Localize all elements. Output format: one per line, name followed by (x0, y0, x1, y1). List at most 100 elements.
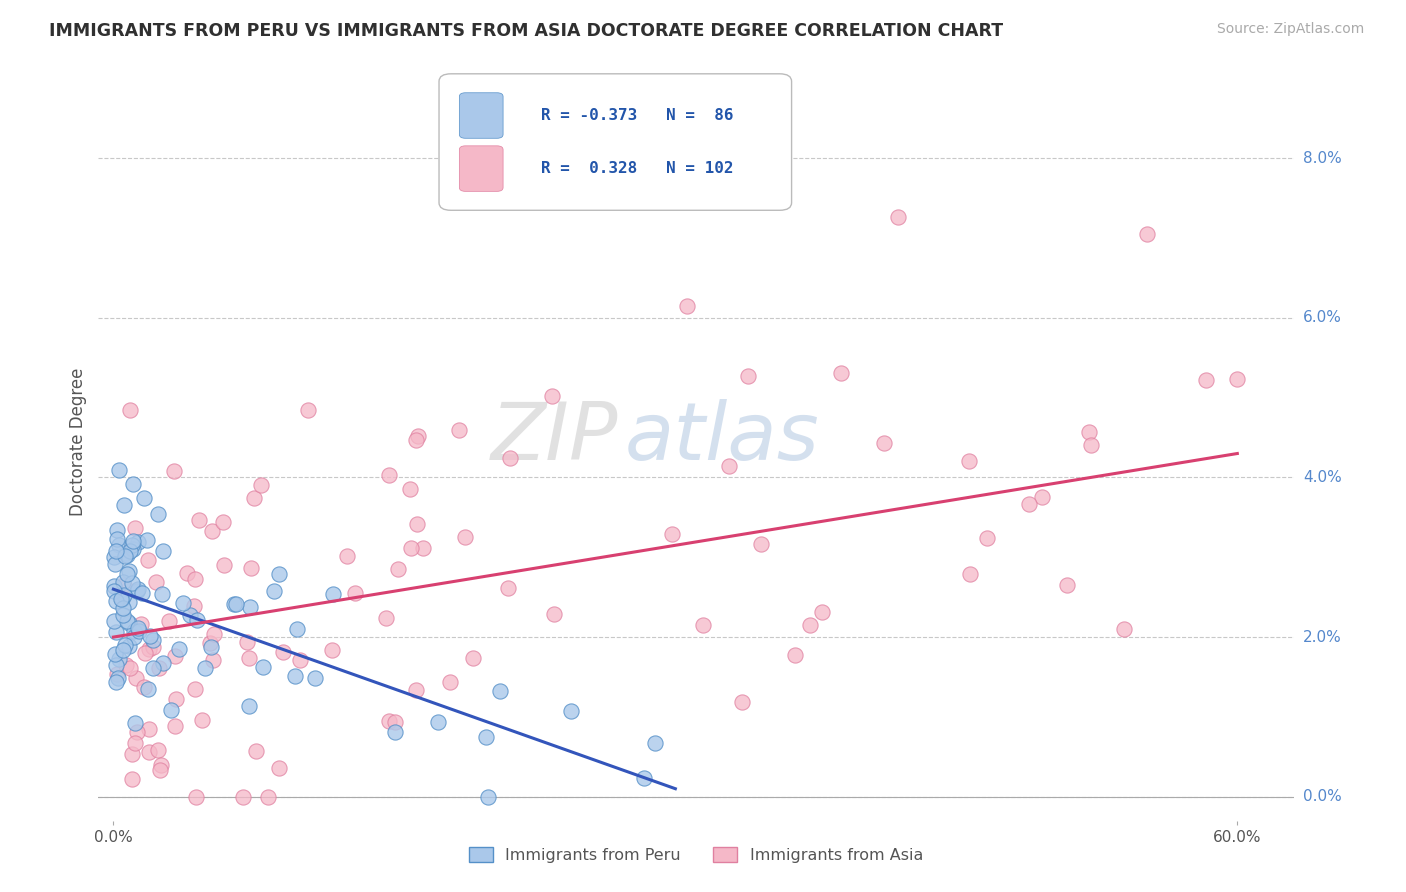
Point (111, 642, 134, 657)
FancyBboxPatch shape (439, 74, 792, 211)
Point (692, 617, 714, 632)
Point (401, 541, 423, 556)
Point (184, 572, 207, 586)
Point (676, 299, 699, 313)
Point (633, 772, 655, 786)
FancyBboxPatch shape (460, 145, 503, 191)
Point (150, 587, 173, 601)
Point (543, 607, 565, 621)
Point (830, 366, 852, 380)
Point (406, 429, 429, 443)
Point (125, 583, 148, 598)
Point (122, 630, 145, 644)
Text: R = -0.373   N =  86: R = -0.373 N = 86 (541, 108, 733, 123)
Point (499, 451, 522, 466)
Point (263, 583, 285, 598)
Point (138, 641, 160, 656)
Point (179, 607, 201, 622)
Point (111, 607, 134, 622)
Point (112, 498, 135, 512)
Point (105, 524, 128, 538)
Point (122, 477, 145, 491)
Point (118, 595, 141, 609)
Point (240, 560, 263, 574)
Point (477, 789, 499, 804)
Point (134, 680, 156, 694)
Point (731, 694, 754, 708)
Point (134, 491, 156, 506)
Point (121, 538, 143, 552)
Point (105, 532, 128, 546)
Point (104, 648, 127, 662)
Point (110, 592, 132, 607)
Point (1195, 373, 1218, 387)
Point (1077, 425, 1099, 440)
Point (128, 624, 150, 639)
Point (200, 640, 222, 655)
Point (152, 656, 174, 670)
Point (131, 586, 153, 600)
Point (560, 705, 582, 719)
Point (103, 614, 125, 628)
Point (136, 533, 159, 547)
Point (138, 629, 160, 643)
Point (122, 624, 145, 639)
Point (475, 730, 498, 744)
Text: atlas: atlas (624, 399, 820, 476)
Text: 2.0%: 2.0% (1303, 630, 1341, 645)
Text: ZIP: ZIP (491, 399, 619, 476)
Point (257, 789, 280, 804)
Point (232, 789, 254, 804)
Point (1136, 227, 1159, 242)
Point (405, 682, 427, 697)
Point (105, 657, 128, 672)
Point (108, 652, 131, 666)
Text: Source: ZipAtlas.com: Source: ZipAtlas.com (1216, 22, 1364, 37)
Point (1018, 497, 1040, 511)
Point (454, 530, 477, 544)
Point (374, 611, 396, 625)
Point (186, 613, 208, 627)
Point (225, 597, 247, 611)
Point (167, 641, 190, 656)
Point (149, 757, 172, 772)
Point (1031, 490, 1053, 504)
Point (489, 684, 512, 698)
Point (541, 389, 564, 403)
Text: IMMIGRANTS FROM PERU VS IMMIGRANTS FROM ASIA DOCTORATE DEGREE CORRELATION CHART: IMMIGRANTS FROM PERU VS IMMIGRANTS FROM … (49, 22, 1004, 40)
Point (118, 615, 141, 630)
Point (212, 558, 235, 572)
Point (183, 599, 205, 613)
Point (146, 507, 169, 521)
Point (183, 681, 205, 696)
Point (184, 789, 207, 804)
Point (112, 578, 135, 592)
Point (273, 644, 295, 658)
Point (644, 736, 666, 750)
Point (138, 722, 160, 736)
Point (1226, 372, 1249, 386)
Point (127, 621, 149, 635)
Point (103, 579, 125, 593)
Point (387, 562, 409, 576)
Point (238, 698, 260, 713)
Point (103, 584, 125, 599)
Point (142, 632, 165, 647)
Point (976, 531, 998, 545)
Point (191, 713, 214, 727)
Text: R =  0.328   N = 102: R = 0.328 N = 102 (541, 161, 733, 176)
Point (887, 210, 910, 224)
Point (427, 714, 450, 729)
Point (145, 575, 167, 590)
Point (873, 435, 896, 450)
Point (112, 601, 135, 615)
Point (122, 534, 145, 549)
Point (127, 725, 149, 739)
Point (124, 671, 146, 685)
Point (384, 715, 406, 730)
Point (201, 524, 224, 538)
Point (107, 538, 129, 552)
Point (112, 588, 135, 602)
Point (142, 640, 165, 655)
Point (120, 660, 142, 674)
